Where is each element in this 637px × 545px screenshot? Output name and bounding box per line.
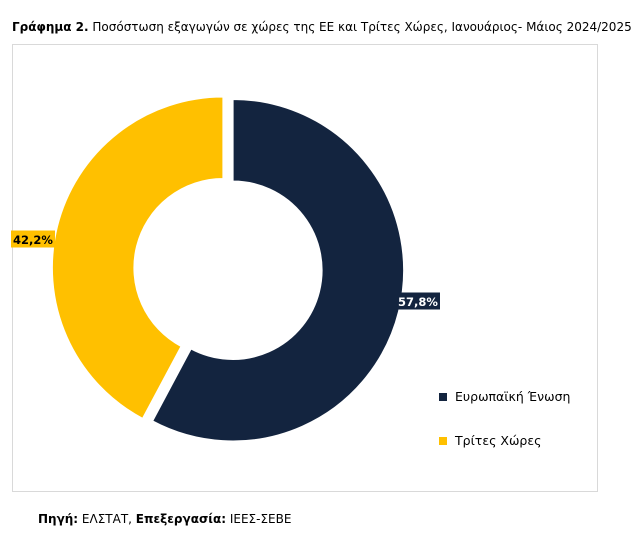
source-label: Πηγή: [38,512,79,526]
donut-slice-1 [151,98,405,442]
chart-title-text: Ποσόστωση εξαγωγών σε χώρες της ΕΕ και Τ… [88,20,632,34]
processing-value: ΙΕΕΣ-ΣΕΒΕ [226,512,292,526]
legend-item-2: Τρίτες Χώρες [439,433,541,448]
source-note: Πηγή: ΕΛΣΤΑΤ, Επεξεργασία: ΙΕΕΣ-ΣΕΒΕ [38,512,291,526]
legend-swatch-2 [439,436,447,445]
data-label-text-2: 42,2% [13,233,53,247]
legend-item-1: Ευρωπαϊκή Ένωση [439,389,570,404]
chart-title: Γράφημα 2. Ποσόστωση εξαγωγών σε χώρες τ… [12,20,632,34]
data-label-1: 57,8% [396,292,440,310]
processing-label: Επεξεργασία: [135,512,227,526]
legend-swatch-1 [439,392,447,401]
source-value: ΕΛΣΤΑΤ, [78,512,136,526]
legend-label-1: Ευρωπαϊκή Ένωση [455,389,571,404]
data-label-text-1: 57,8% [398,295,438,309]
data-label-2: 42,2% [11,230,55,248]
legend-label-2: Τρίτες Χώρες [455,433,542,448]
data-label-box-2 [11,230,55,248]
chart-title-prefix: Γράφημα 2. [12,20,89,34]
data-label-box-1 [396,292,440,310]
donut-slice-2 [51,96,224,420]
